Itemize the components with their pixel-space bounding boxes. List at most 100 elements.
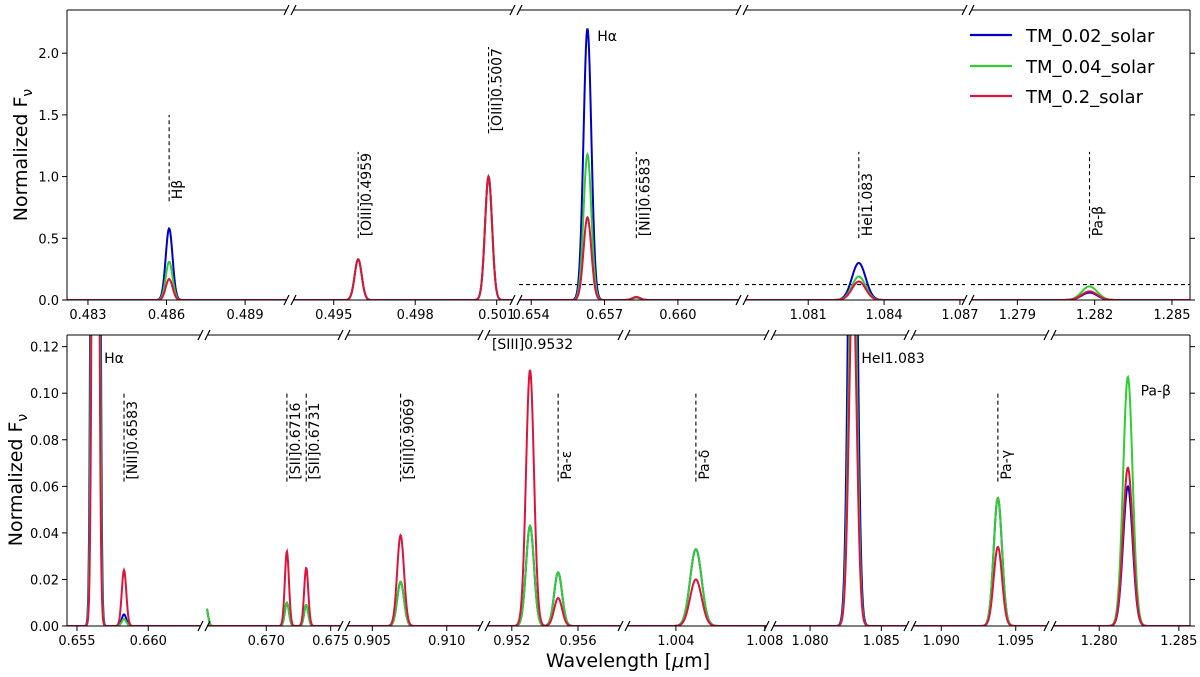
axis-break-mark bbox=[477, 620, 484, 632]
y-tick-label: 0.04 bbox=[30, 527, 59, 542]
x-tick-label: 1.080 bbox=[791, 634, 828, 649]
line-label: [SIII]0.9069 bbox=[402, 398, 418, 479]
x-tick-label: 0.910 bbox=[428, 634, 465, 649]
y-tick-label: 2.0 bbox=[38, 47, 59, 62]
axis-break-mark bbox=[763, 329, 770, 341]
series-line-1-seg-6 bbox=[913, 496, 1047, 626]
axis-break-mark bbox=[197, 620, 204, 632]
axis-break-mark bbox=[197, 329, 204, 341]
series-line-2-seg-1 bbox=[293, 174, 513, 300]
series-line-2-seg-7 bbox=[1053, 466, 1190, 626]
x-tick-label: 0.660 bbox=[130, 634, 167, 649]
x-tick-label: 1.282 bbox=[1076, 308, 1113, 323]
x-tick-label: 1.095 bbox=[997, 634, 1034, 649]
axis-break-mark bbox=[509, 4, 516, 16]
series-line-2-seg-1 bbox=[207, 548, 341, 626]
y-tick-label: 0.00 bbox=[30, 620, 59, 635]
x-tick-label: 1.285 bbox=[1160, 634, 1197, 649]
axis-break-mark bbox=[735, 294, 742, 306]
legend: TM_0.02_solar TM_0.04_solar TM_0.2_solar bbox=[970, 26, 1155, 108]
x-tick-label: 1.008 bbox=[746, 634, 783, 649]
x-tick-label: 0.956 bbox=[559, 634, 596, 649]
series-line-1-seg-2 bbox=[519, 151, 739, 300]
series-line-2-seg-5 bbox=[773, 335, 907, 626]
line-label: Pa-ε bbox=[559, 451, 575, 480]
series-line-0-seg-3 bbox=[745, 261, 965, 300]
axis-break-mark bbox=[1043, 329, 1050, 341]
x-tick-label: 0.498 bbox=[397, 308, 434, 323]
x-tick-label: 0.495 bbox=[315, 308, 352, 323]
x-tick-label: 0.489 bbox=[226, 308, 263, 323]
x-tick-label: 0.486 bbox=[148, 308, 185, 323]
series-line-0-seg-2 bbox=[519, 28, 739, 300]
y-tick-label: 0.08 bbox=[30, 434, 59, 449]
x-tick-label: 0.483 bbox=[69, 308, 106, 323]
series-line-2-seg-2 bbox=[347, 533, 481, 626]
series-line-0-seg-0 bbox=[67, 226, 287, 300]
axis-break-mark bbox=[337, 620, 344, 632]
axis-break-mark bbox=[283, 4, 290, 16]
y-tick-label: 0.02 bbox=[30, 573, 59, 588]
series-line-0-seg-2 bbox=[347, 580, 481, 626]
series-line-2-seg-6 bbox=[913, 545, 1047, 626]
x-tick-label: 1.280 bbox=[1081, 634, 1118, 649]
legend-label-tm-0-2: TM_0.2_solar bbox=[1025, 87, 1144, 108]
y-tick-label: 1.5 bbox=[38, 109, 59, 124]
series-line-1-seg-1 bbox=[206, 601, 341, 626]
legend-label-tm-0-02: TM_0.02_solar bbox=[1025, 26, 1155, 47]
axis-break-mark bbox=[509, 294, 516, 306]
x-tick-label: 0.670 bbox=[248, 634, 285, 649]
series-line-1-seg-3 bbox=[487, 524, 621, 626]
series-line-1-seg-7 bbox=[1053, 374, 1190, 626]
series-line-2-seg-0 bbox=[67, 335, 201, 626]
x-tick-label: 1.084 bbox=[865, 308, 902, 323]
x-tick-label: 1.087 bbox=[941, 308, 978, 323]
bottom-y-axis-label: Normalized Fν bbox=[5, 414, 31, 547]
line-label: [OIII]0.4959 bbox=[359, 153, 375, 236]
line-label: Pa-δ bbox=[697, 450, 713, 480]
axis-break-mark bbox=[961, 294, 968, 306]
series-line-1-seg-5 bbox=[773, 335, 907, 626]
peak-label: Hα bbox=[104, 351, 124, 367]
axis-break-mark bbox=[283, 294, 290, 306]
x-tick-label: 0.655 bbox=[58, 634, 95, 649]
x-tick-label: 1.081 bbox=[790, 308, 827, 323]
line-label: [OIII]0.5007 bbox=[490, 48, 506, 131]
series-line-2-seg-2 bbox=[519, 215, 739, 300]
top-y-axis-label: Normalized Fν bbox=[10, 89, 36, 222]
x-tick-label: 1.090 bbox=[923, 634, 960, 649]
axis-break-mark bbox=[763, 620, 770, 632]
axis-break-mark bbox=[903, 620, 910, 632]
peak-label: Hα bbox=[597, 29, 617, 45]
series-line-1-seg-2 bbox=[347, 580, 481, 626]
peak-label: Pa-β bbox=[1141, 384, 1171, 400]
axis-break-mark bbox=[1043, 620, 1050, 632]
series-line-1-seg-1 bbox=[293, 174, 513, 300]
peak-label: HeI1.083 bbox=[861, 351, 924, 367]
axis-break-mark bbox=[477, 329, 484, 341]
peak-label: [SIII]0.9532 bbox=[492, 337, 573, 353]
x-tick-label: 0.952 bbox=[493, 634, 530, 649]
series-line-2-seg-4 bbox=[971, 290, 1190, 300]
series-line-0-seg-4 bbox=[627, 548, 767, 626]
x-tick-label: 1.285 bbox=[1153, 308, 1190, 323]
axis-break-mark bbox=[617, 329, 624, 341]
y-tick-label: 0.10 bbox=[30, 387, 59, 402]
series-line-1-seg-4 bbox=[971, 285, 1190, 300]
axis-break-mark bbox=[903, 329, 910, 341]
line-label: [SII]0.6731 bbox=[307, 403, 323, 480]
series-line-2-seg-3 bbox=[745, 280, 965, 300]
series-line-1-seg-4 bbox=[627, 548, 767, 626]
x-tick-label: 1.004 bbox=[657, 634, 694, 649]
top-panel: Hβ [OIII]0.4959 [OIII]0.5007 [NII]0.6583 HeI… bbox=[38, 4, 1195, 323]
x-tick-label: 0.501 bbox=[478, 308, 515, 323]
series-line-2-seg-4 bbox=[627, 578, 767, 626]
x-axis-label: Wavelength [μm] bbox=[546, 650, 710, 672]
series-line-0-seg-6 bbox=[913, 496, 1047, 626]
y-tick-label: 0.5 bbox=[38, 232, 59, 247]
line-label: [NII]0.6583 bbox=[637, 158, 653, 237]
y-tick-label: 0.0 bbox=[38, 294, 59, 309]
axis-break-mark bbox=[617, 620, 624, 632]
x-tick-label: 0.675 bbox=[312, 634, 349, 649]
